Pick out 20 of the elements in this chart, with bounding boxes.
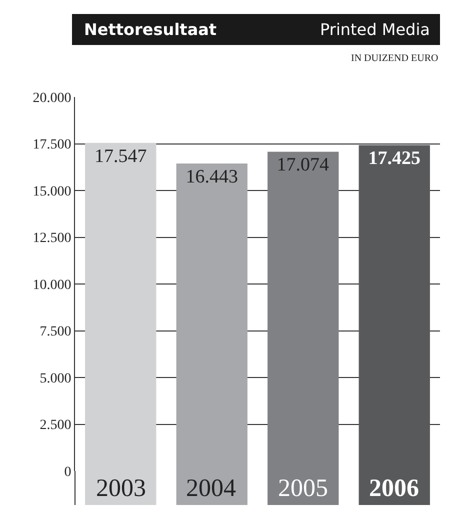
y-tick-label: 20.000 (32, 90, 72, 106)
y-tick-label: 0 (64, 464, 72, 480)
y-tick-label: 2.500 (40, 418, 72, 434)
y-tick-label: 7.500 (40, 324, 72, 340)
x-tick-label: 2004 (186, 475, 236, 502)
chart-subtitle: Printed Media (320, 20, 430, 39)
text: IN DUIZEND EURO (351, 53, 438, 64)
x-tick-label: 2006 (369, 475, 419, 502)
data-label: 17.074 (276, 154, 330, 176)
x-tick-label: 2003 (96, 475, 146, 502)
chart-title: Nettoresultaat (84, 20, 217, 39)
y-tick-label: 5.000 (40, 371, 72, 386)
y-tick-label: 12.500 (32, 231, 72, 246)
data-label: 17.547 (94, 146, 147, 167)
y-tick-label: 17.500 (32, 138, 72, 153)
y-tick-label: 10.000 (32, 278, 72, 293)
y-tick-label: 15.000 (32, 184, 72, 200)
data-label: 16.443 (186, 166, 238, 188)
x-tick-label: 2005 (278, 475, 328, 502)
data-label: 17.425 (368, 148, 420, 170)
